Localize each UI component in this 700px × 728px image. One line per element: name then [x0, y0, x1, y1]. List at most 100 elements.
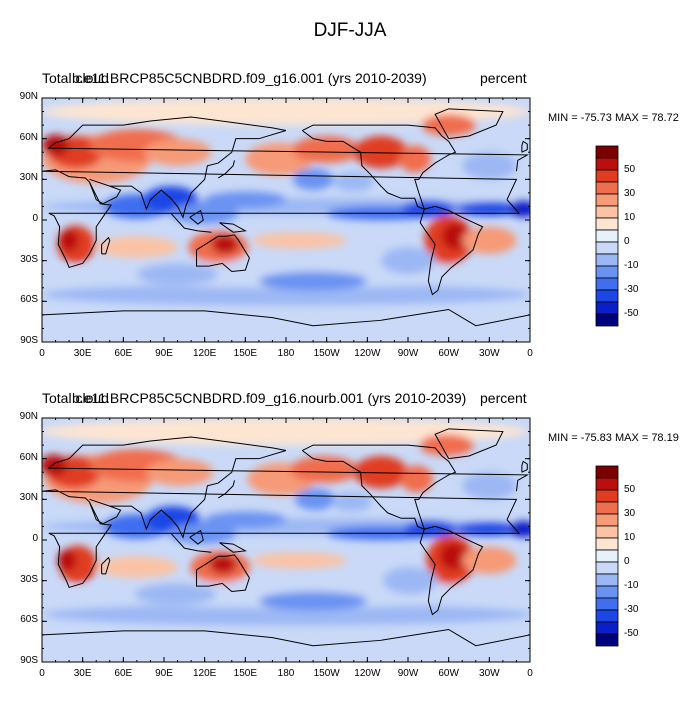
contour-region — [401, 201, 456, 218]
y-tick-label: 60N — [19, 131, 38, 143]
colorbar-box — [595, 277, 619, 291]
colorbar-label: -30 — [624, 284, 639, 295]
coastline — [89, 450, 287, 539]
coastline — [47, 116, 530, 172]
variable-label: Total cloud — [42, 70, 109, 86]
x-tick-label: 30W — [479, 668, 500, 679]
contour-region — [42, 454, 68, 477]
y-tick-label: 0 — [32, 213, 38, 224]
colorbar-box — [595, 229, 619, 243]
coastline — [301, 444, 457, 531]
map-svg — [41, 417, 619, 663]
colorbar-box — [595, 573, 619, 587]
contour-region — [453, 522, 522, 536]
coastline — [170, 532, 212, 553]
coastline — [419, 525, 484, 616]
colorbar-box — [595, 265, 619, 279]
colorbar-box — [595, 537, 619, 551]
x-tick-label: 30W — [479, 348, 500, 359]
x-tick-label: 120W — [354, 668, 381, 679]
contour-region — [134, 583, 217, 606]
coastline — [301, 124, 457, 211]
contour-region — [333, 172, 375, 192]
coastline — [88, 501, 122, 525]
colorbar-label: 0 — [624, 236, 630, 247]
units-label: percent — [480, 390, 527, 406]
contour-region — [96, 556, 178, 578]
colorbar-label: -50 — [624, 308, 639, 319]
minmax-label: MIN = -75.83 MAX = 78.19 — [548, 432, 679, 444]
colorbar-box — [595, 465, 619, 479]
coastline — [89, 130, 287, 219]
contour-region — [42, 283, 530, 306]
contour-region — [204, 511, 286, 528]
contour-region — [441, 222, 470, 250]
colorbar-box — [595, 549, 619, 563]
coastline — [170, 212, 212, 233]
coastline — [42, 489, 521, 589]
x-tick-label: 120W — [354, 348, 381, 359]
colorbar-box — [595, 193, 619, 207]
x-tick-label: 150E — [233, 348, 257, 359]
x-tick-label: 150W — [313, 668, 340, 679]
y-tick-label: 30N — [19, 492, 38, 504]
coastline — [42, 628, 530, 647]
x-tick-label: 90W — [397, 348, 419, 359]
x-tick-label: 120E — [192, 668, 217, 679]
colorbar-label: 0 — [624, 556, 630, 567]
colorbar-box — [595, 241, 619, 255]
contour-region — [331, 492, 373, 512]
colorbar-box — [595, 169, 619, 183]
colorbar-box — [595, 489, 619, 503]
y-tick-label: 30S — [20, 253, 38, 265]
contour-region — [398, 145, 432, 173]
colorbar-box — [595, 217, 619, 231]
colorbar-label: -30 — [624, 604, 639, 615]
x-tick-label: 60W — [438, 668, 459, 679]
minmax-label: MIN = -75.73 MAX = 78.72 — [548, 112, 679, 124]
coastline — [88, 181, 122, 205]
colorbar-box — [595, 513, 619, 527]
colorbar-box — [595, 145, 619, 159]
colorbar-label: -10 — [624, 260, 639, 271]
y-tick-label: 0 — [32, 533, 38, 544]
y-tick-label: 90S — [20, 335, 38, 346]
colorbar-box — [595, 157, 619, 171]
colorbar-box — [595, 205, 619, 219]
x-tick-label: 30E — [73, 348, 92, 359]
coastline — [219, 542, 247, 553]
contour-region — [462, 546, 517, 574]
colorbar-label: -10 — [624, 580, 639, 591]
variable-label: Total cloud — [42, 390, 109, 406]
case-label: b.e11.BRCP85C5CNBDRD.f09_g16.nourb.001 (… — [72, 390, 467, 406]
y-tick-label: 90N — [19, 91, 38, 102]
contour-region — [292, 135, 361, 164]
contour-region — [462, 226, 517, 254]
colorbar-label: 30 — [624, 508, 636, 519]
y-tick-label: 60S — [20, 614, 38, 626]
y-tick-label: 90S — [20, 655, 38, 666]
x-tick-label: 60W — [438, 348, 459, 359]
contour-region — [252, 552, 347, 569]
y-tick-label: 90N — [19, 411, 38, 422]
x-tick-label: 30E — [73, 668, 92, 679]
contour-region — [42, 628, 530, 656]
map-panel-bottom: b.e11.BRCP85C5CNBDRD.f09_g16.nourb.001 (… — [0, 390, 700, 728]
coastline — [189, 529, 204, 545]
units-label: percent — [480, 70, 527, 86]
coastline — [101, 556, 111, 575]
coastline — [42, 308, 530, 327]
contour-region — [462, 152, 517, 180]
contour-region — [353, 455, 408, 489]
contour-region — [353, 135, 408, 169]
x-tick-label: 60E — [114, 668, 133, 679]
x-tick-label: 0 — [527, 668, 533, 679]
colorbar-box — [595, 609, 619, 623]
x-tick-label: 180 — [277, 668, 295, 679]
x-tick-label: 120E — [192, 348, 217, 359]
colorbar-label: 10 — [624, 212, 636, 223]
contour-region — [59, 229, 79, 252]
map-svg — [41, 97, 619, 343]
contour-region — [57, 549, 77, 572]
x-tick-label: 90E — [155, 668, 173, 679]
